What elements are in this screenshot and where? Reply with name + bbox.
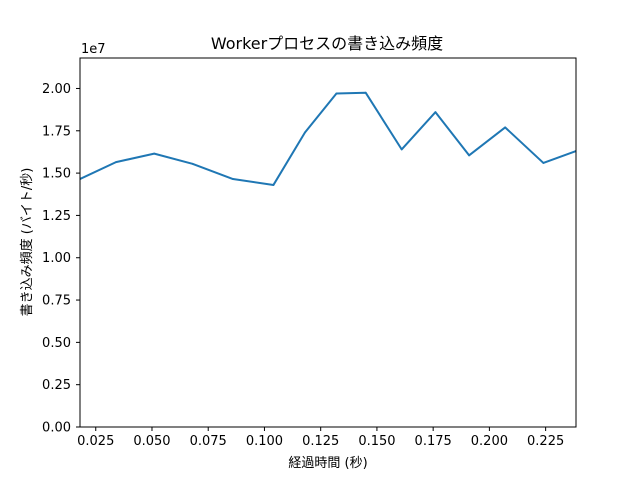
data-point	[364, 91, 367, 94]
x-tick-label: 0.100	[246, 434, 283, 449]
data-point	[504, 126, 507, 129]
data-point	[400, 148, 403, 151]
x-tick-label: 0.125	[302, 434, 339, 449]
series-line	[80, 91, 576, 186]
y-axis-label: 書き込み頻度 (バイト/秒)	[19, 168, 35, 317]
y-axis: 0.00 0.25 0.50 0.75 1.00 1.25 1.50 1.75 2.00	[42, 82, 80, 436]
x-tick-label: 0.025	[77, 434, 114, 449]
data-point	[542, 162, 545, 164]
y-tick-label: 1.25	[42, 209, 71, 224]
data-point	[232, 178, 234, 180]
chart-title: Workerプロセスの書き込み頻度	[211, 34, 443, 53]
x-tick-label: 0.150	[358, 434, 395, 449]
x-tick-label: 0.200	[471, 434, 508, 449]
data-point	[335, 92, 338, 95]
plot-area	[79, 57, 577, 428]
x-axis: 0.025 0.050 0.075 0.100 0.125 0.150 0.175 0.200…	[77, 427, 564, 449]
y-tick-label: 0.25	[42, 378, 71, 393]
y-tick-label: 0.75	[42, 294, 71, 309]
y-tick-label: 1.50	[42, 167, 71, 182]
y-offset-label: 1e7	[81, 42, 106, 57]
axes-frame	[79, 57, 577, 428]
x-tick-label: 0.050	[133, 434, 170, 449]
y-tick-label: 1.75	[42, 124, 71, 139]
y-tick-label: 0.50	[42, 336, 71, 351]
data-point	[115, 161, 117, 164]
x-tick-label: 0.075	[190, 434, 227, 449]
y-tick-label: 2.00	[42, 82, 71, 97]
data-point	[434, 111, 437, 114]
data-point	[191, 162, 194, 165]
x-tick-label: 0.175	[415, 434, 452, 449]
x-tick-label: 0.225	[527, 434, 564, 449]
data-point	[304, 131, 306, 134]
data-point	[153, 152, 156, 155]
y-tick-label: 1.00	[42, 251, 71, 266]
data-point	[272, 184, 275, 186]
data-point	[468, 154, 471, 157]
x-axis-label: 経過時間 (秒)	[288, 456, 367, 471]
y-tick-label: 0.00	[42, 421, 71, 436]
